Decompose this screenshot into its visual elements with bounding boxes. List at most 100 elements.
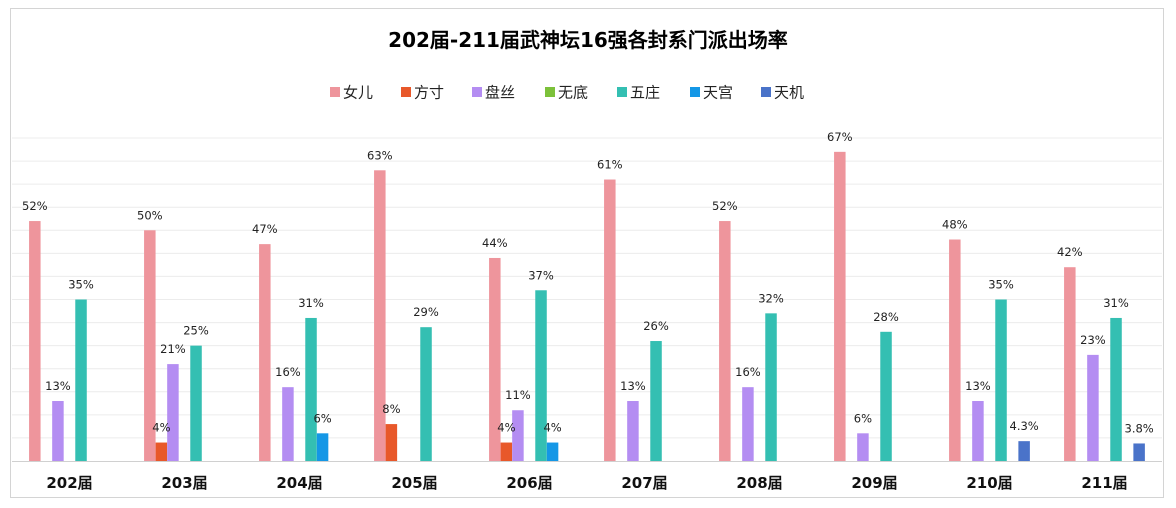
chart-title: 202届-211届武神坛16强各封系门派出场率 xyxy=(388,28,788,52)
data-label: 29% xyxy=(413,305,439,319)
x-tick-label: 209届 xyxy=(851,474,897,492)
bar xyxy=(765,313,777,461)
data-label: 6% xyxy=(854,411,872,425)
bar xyxy=(857,433,869,461)
legend-swatch xyxy=(690,87,700,97)
legend-swatch xyxy=(472,87,482,97)
data-label: 35% xyxy=(988,278,1014,292)
data-label: 35% xyxy=(68,278,94,292)
bar xyxy=(52,401,64,461)
bar xyxy=(1133,443,1145,461)
data-label: 61% xyxy=(597,158,623,172)
bar xyxy=(155,442,168,461)
data-label: 6% xyxy=(313,411,331,425)
bar xyxy=(385,424,398,461)
bar xyxy=(500,442,513,461)
bar xyxy=(834,151,846,462)
bar xyxy=(75,299,87,461)
data-label: 50% xyxy=(137,208,163,222)
bar xyxy=(719,221,731,461)
gridlines xyxy=(12,137,1162,439)
bar xyxy=(259,244,271,461)
data-label: 47% xyxy=(252,222,278,236)
legend: 女儿 方寸 盘丝 无底 五庄 天宫 天机 xyxy=(330,84,804,102)
bar xyxy=(489,257,501,461)
bar xyxy=(512,410,524,461)
data-label: 13% xyxy=(965,379,991,393)
bar xyxy=(167,364,179,461)
x-tick-label: 210届 xyxy=(966,474,1012,492)
x-tick-label: 206届 xyxy=(506,474,552,492)
bar xyxy=(1018,441,1030,461)
bar xyxy=(535,290,547,461)
data-label: 4% xyxy=(543,421,561,435)
legend-label: 方寸 xyxy=(414,84,444,102)
legend-swatch xyxy=(330,87,340,97)
legend-label: 五庄 xyxy=(630,84,660,102)
bar xyxy=(742,387,754,461)
data-label: 13% xyxy=(620,379,646,393)
legend-label: 天机 xyxy=(774,84,804,102)
data-label: 21% xyxy=(160,342,186,356)
x-tick-label: 208届 xyxy=(736,474,782,492)
bar xyxy=(972,401,984,461)
x-tick-label: 207届 xyxy=(621,474,667,492)
data-label: 3.8% xyxy=(1125,421,1154,435)
x-tick-label: 211届 xyxy=(1081,474,1127,492)
data-label: 48% xyxy=(942,218,968,232)
x-tick-label: 204届 xyxy=(276,474,322,492)
bar xyxy=(420,327,432,461)
bar xyxy=(1087,354,1099,461)
legend-swatch xyxy=(761,87,771,97)
legend-swatch xyxy=(401,87,411,97)
legend-swatch xyxy=(545,87,555,97)
bar xyxy=(282,387,294,461)
bar xyxy=(546,442,559,461)
data-label: 4.3% xyxy=(1010,419,1039,433)
bar xyxy=(190,345,202,461)
x-axis: 202届 203届 204届 205届 206届 207届 208届 209届 210届 211届 xyxy=(12,461,1162,492)
data-label: 23% xyxy=(1080,333,1106,347)
data-label: 4% xyxy=(497,421,515,435)
data-label: 63% xyxy=(367,148,393,162)
data-label: 42% xyxy=(1057,245,1083,259)
bar xyxy=(144,230,156,461)
x-tick-label: 202届 xyxy=(46,474,92,492)
data-label: 32% xyxy=(758,291,784,305)
bar xyxy=(604,179,616,461)
data-label: 31% xyxy=(1103,296,1129,310)
data-labels: 52% 13% 35% 50% 4% 21% 25% 47% 16% 31% 6% 63% 8% 29% 4… xyxy=(22,130,1154,436)
legend-label: 天宫 xyxy=(703,84,733,102)
data-label: 67% xyxy=(827,130,853,144)
data-label: 16% xyxy=(735,365,761,379)
data-label: 16% xyxy=(275,365,301,379)
bar xyxy=(995,299,1007,461)
bar xyxy=(880,331,892,461)
legend-swatch xyxy=(617,87,627,97)
bar xyxy=(316,433,329,461)
bar xyxy=(1110,317,1122,461)
data-label: 37% xyxy=(528,268,554,282)
bar xyxy=(305,317,317,461)
data-label: 44% xyxy=(482,236,508,250)
legend-label: 盘丝 xyxy=(485,84,515,102)
x-tick-label: 203届 xyxy=(161,474,207,492)
bar xyxy=(1064,267,1076,461)
data-label: 52% xyxy=(712,199,738,213)
data-label: 26% xyxy=(643,319,669,333)
data-label: 52% xyxy=(22,199,48,213)
data-label: 8% xyxy=(382,402,400,416)
bars xyxy=(29,151,1145,462)
bar xyxy=(949,239,961,461)
data-label: 13% xyxy=(45,379,71,393)
data-label: 11% xyxy=(505,388,531,402)
data-label: 25% xyxy=(183,324,209,338)
legend-label: 无底 xyxy=(558,84,588,102)
data-label: 28% xyxy=(873,310,899,324)
x-tick-label: 205届 xyxy=(391,474,437,492)
legend-label: 女儿 xyxy=(343,84,373,102)
data-label: 4% xyxy=(152,421,170,435)
bar xyxy=(374,170,386,462)
bar xyxy=(29,221,41,461)
